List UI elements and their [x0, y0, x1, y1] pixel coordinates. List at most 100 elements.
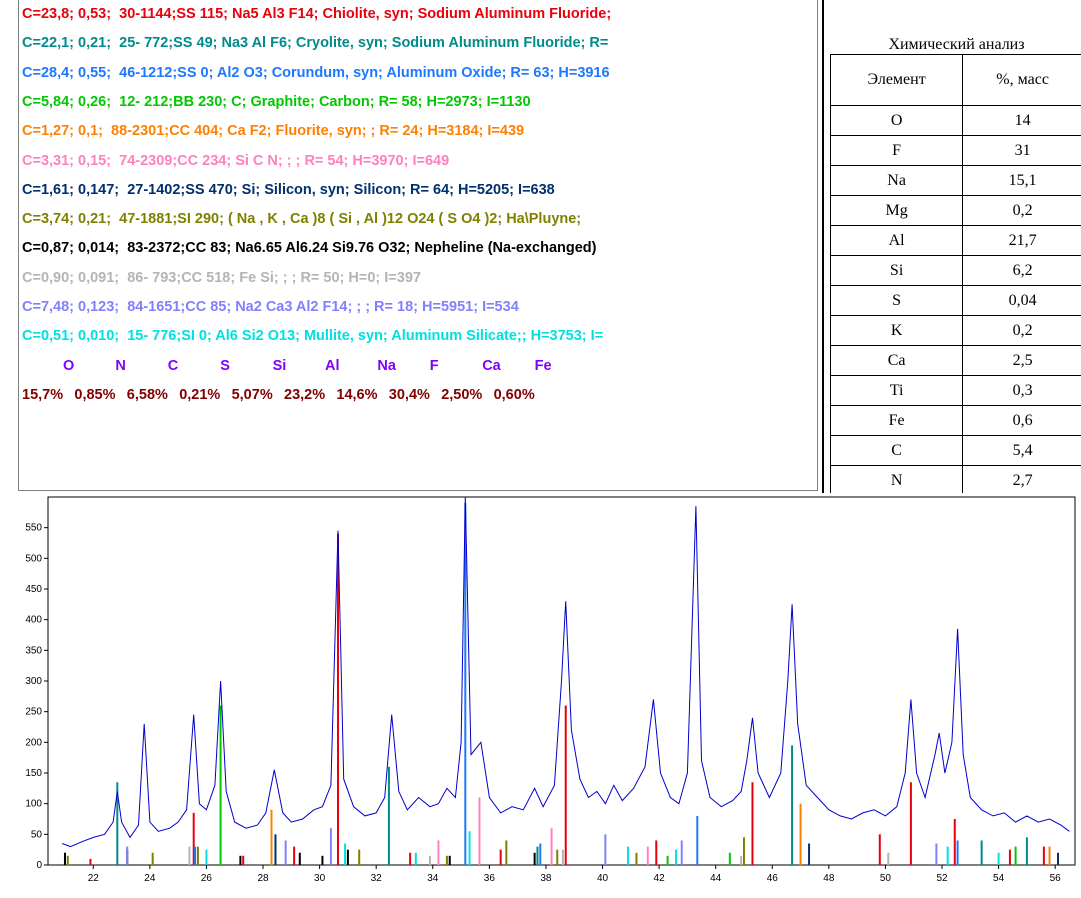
y-tick-label: 250 — [25, 707, 42, 718]
y-tick-label: 300 — [25, 676, 42, 687]
table-cell: Ca — [829, 345, 964, 376]
phase-line: C=3,74; 0,21; 47-1881;SI 290; ( Na , K ,… — [22, 211, 582, 228]
table-cell: 14 — [962, 105, 1081, 136]
table-row: Ca 2,5 — [829, 345, 1081, 376]
table-row: K 0,2 — [829, 315, 1081, 346]
phase-line: C=0,90; 0,091; 86- 793;CC 518; Fe Si; ; … — [22, 269, 421, 286]
table-cell: Mg — [829, 195, 964, 226]
y-tick-label: 550 — [25, 523, 42, 534]
y-tick-label: 400 — [25, 615, 42, 626]
y-tick-label: 450 — [25, 584, 42, 595]
element-label: Si — [272, 357, 287, 374]
table-cell: O — [829, 105, 964, 136]
phase-line: C=28,4; 0,55; 46-1212;SS 0; Al2 O3; Coru… — [22, 64, 610, 81]
table-cell: Fe — [829, 405, 964, 436]
x-tick-label: 48 — [823, 873, 835, 884]
element-value: 0,85% — [74, 386, 116, 403]
table-cell: 2,5 — [962, 345, 1081, 376]
table-cell: 0,04 — [962, 285, 1081, 316]
table-cell: F — [829, 135, 964, 166]
x-tick-label: 38 — [540, 873, 552, 884]
table-cell: 2,7 — [962, 465, 1081, 496]
element-label: Ca — [482, 357, 501, 374]
element-value: 14,6% — [336, 386, 378, 403]
table-cell: 21,7 — [962, 225, 1081, 256]
table-cell: 0,3 — [962, 375, 1081, 406]
x-tick-label: 50 — [880, 873, 892, 884]
table-cell: Na — [829, 165, 964, 196]
phase-line: C=5,84; 0,26; 12- 212;BB 230; C; Graphit… — [22, 93, 531, 110]
element-label: F — [429, 357, 439, 374]
element-label: Na — [377, 357, 396, 374]
table-row: Fe 0,6 — [829, 405, 1081, 436]
phase-line: C=0,51; 0,010; 15- 776;SI 0; Al6 Si2 O13… — [22, 328, 604, 345]
table-row: F 31 — [829, 135, 1081, 166]
y-tick-label: 150 — [25, 768, 42, 779]
element-value: 0,21% — [179, 386, 221, 403]
table-cell: Al — [829, 225, 964, 256]
y-tick-label: 100 — [25, 799, 42, 810]
chart: 0 50 100 150 200 250 300 350 400 450 500 550 22 24 26 2… — [0, 493, 1081, 898]
table-header: %, масс — [962, 54, 1081, 106]
table-row: Mg 0,2 — [829, 195, 1081, 226]
analysis-table-panel: Химический анализ Элемент%, масс O 14 F 31 Na 1… — [822, 0, 1081, 496]
x-tick-label: 44 — [710, 873, 722, 884]
y-tick-label: 50 — [31, 829, 43, 840]
element-value: 30,4% — [388, 386, 430, 403]
x-tick-label: 22 — [88, 873, 100, 884]
element-value: 6,58% — [126, 386, 168, 403]
table-cell: Ti — [829, 375, 964, 406]
phase-list: C=23,8; 0,53; 30-1144;SS 115; Na5 Al3 F1… — [18, 0, 818, 491]
element-value: 0,60% — [493, 386, 535, 403]
element-label: S — [220, 357, 230, 374]
element-label: N — [115, 357, 126, 374]
table-row: Si 6,2 — [829, 255, 1081, 286]
chart-bg — [0, 493, 1081, 898]
table-row: C 5,4 — [829, 435, 1081, 466]
y-tick-label: 0 — [36, 860, 42, 871]
x-tick-label: 42 — [654, 873, 666, 884]
table-cell: 31 — [962, 135, 1081, 166]
element-value: 5,07% — [231, 386, 273, 403]
table-row: Na 15,1 — [829, 165, 1081, 196]
x-tick-label: 34 — [427, 873, 439, 884]
element-label: O — [63, 357, 75, 374]
table-cell: 0,2 — [962, 315, 1081, 346]
pattern-line — [61, 496, 1070, 848]
table-header: Элемент — [829, 54, 964, 106]
x-tick-label: 54 — [993, 873, 1005, 884]
y-tick-label: 500 — [25, 553, 42, 564]
table-cell: 6,2 — [962, 255, 1081, 286]
element-value: 2,50% — [441, 386, 483, 403]
y-tick-label: 200 — [25, 737, 42, 748]
phase-line: C=1,61; 0,147; 27-1402;SS 470; Si; Silic… — [22, 181, 555, 198]
element-label: Al — [325, 357, 340, 374]
table-cell: K — [829, 315, 964, 346]
table-row: S 0,04 — [829, 285, 1081, 316]
y-tick-label: 350 — [25, 645, 42, 656]
table-title: Химический анализ — [888, 36, 1025, 53]
x-tick-label: 46 — [767, 873, 779, 884]
table-cell: Si — [829, 255, 964, 286]
phase-line: C=23,8; 0,53; 30-1144;SS 115; Na5 Al3 F1… — [22, 6, 612, 22]
table-cell: 5,4 — [962, 435, 1081, 466]
phase-line: C=7,48; 0,123; 84-1651;CC 85; Na2 Ca3 Al… — [22, 299, 519, 315]
x-tick-label: 56 — [1050, 873, 1062, 884]
table-cell: C — [829, 435, 964, 466]
x-tick-label: 36 — [484, 873, 496, 884]
element-label: C — [167, 357, 179, 374]
table-row: Al 21,7 — [829, 225, 1081, 256]
phase-line: C=22,1; 0,21; 25- 772;SS 49; Na3 Al F6; … — [22, 35, 609, 52]
x-tick-label: 24 — [144, 873, 156, 884]
table-row: O 14 — [829, 105, 1081, 136]
table-row: N 2,7 — [829, 465, 1081, 496]
phase-line: C=0,87; 0,014; 83-2372;CC 83; Na6.65 Al6… — [22, 240, 597, 257]
table-cell: 0,6 — [962, 405, 1081, 436]
table-cell: S — [829, 285, 964, 316]
x-tick-label: 32 — [371, 873, 383, 884]
x-tick-label: 26 — [201, 873, 213, 884]
phase-line: C=1,27; 0,1; 88-2301;CC 404; Ca F2; Fluo… — [22, 123, 525, 140]
table-cell: 15,1 — [962, 165, 1081, 196]
phase-line: C=3,31; 0,15; 74-2309;CC 234; Si C N; ; … — [22, 152, 450, 169]
